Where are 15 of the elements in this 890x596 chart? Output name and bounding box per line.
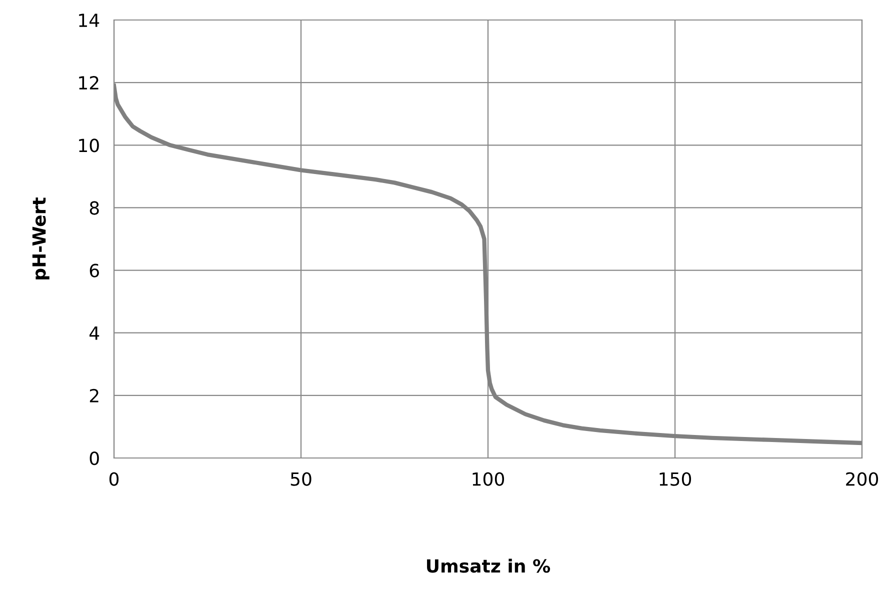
x-tick-label: 200 [846, 472, 878, 486]
y-tick-label: 10 [79, 138, 99, 152]
x-tick-label: 0 [109, 472, 119, 486]
y-tick-label: 12 [79, 76, 98, 90]
y-tick-label: 0 [90, 451, 99, 466]
y-tick-label: 8 [90, 201, 99, 215]
y-tick-label: 2 [90, 388, 98, 402]
y-axis-title: pH-Wert [32, 198, 50, 280]
x-tick-label: 50 [290, 472, 312, 486]
y-tick-label: 4 [90, 326, 100, 340]
x-tick-label: 150 [660, 472, 692, 486]
x-tick-label: 100 [472, 472, 504, 486]
y-tick-label: 6 [90, 264, 99, 278]
x-axis-title: Umsatz in % [427, 558, 550, 573]
y-tick-label: 14 [79, 14, 100, 27]
